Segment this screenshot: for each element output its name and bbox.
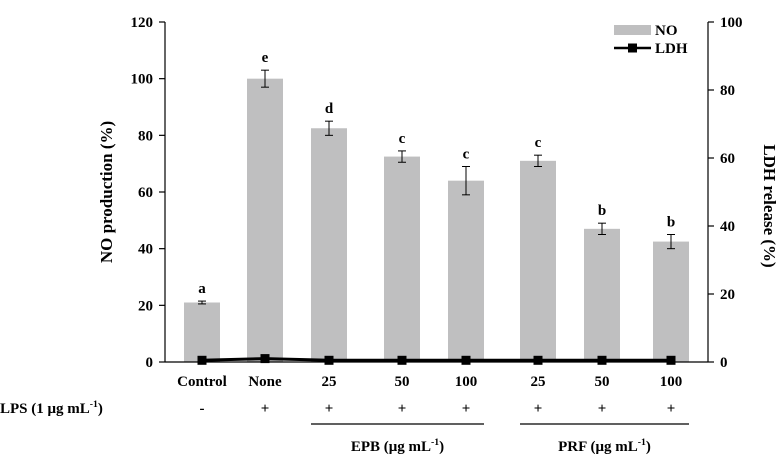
group-label: EPB (μg mL-1) [351, 437, 444, 455]
significance-letter: d [325, 101, 334, 117]
ldh-point [597, 355, 607, 365]
lps-sign: + [534, 401, 543, 417]
right-tick-label: 60 [720, 151, 735, 167]
error-bar [667, 234, 675, 250]
category-label: 50 [395, 374, 410, 390]
error-bar [462, 166, 470, 196]
ldh-point [260, 354, 270, 364]
error-bar [261, 69, 269, 88]
lps-sign: + [261, 401, 270, 417]
category-label: 25 [531, 374, 546, 390]
left-tick-label: 60 [138, 185, 153, 201]
right-tick-label: 20 [720, 287, 735, 303]
error-bar [198, 300, 206, 305]
significance-letter: c [535, 135, 542, 151]
ldh-point [324, 355, 334, 365]
significance-letter: e [262, 50, 269, 66]
y-axis-title: NO production (%) [97, 121, 116, 263]
left-tick-label: 40 [138, 242, 153, 258]
right-tick-label: 80 [720, 83, 735, 99]
lps-sign: + [667, 401, 676, 417]
no-bar [448, 180, 484, 362]
ldh-point [197, 355, 207, 365]
error-bar [398, 150, 406, 163]
no-bar [584, 228, 620, 362]
ldh-point [533, 355, 543, 365]
no-bar [311, 128, 347, 362]
right-tick-label: 40 [720, 219, 735, 235]
right-tick-label: 100 [720, 15, 743, 31]
error-bar [598, 222, 606, 235]
lps-sign: + [398, 401, 407, 417]
lps-sign: + [462, 401, 471, 417]
legend-label-no: NO [655, 23, 678, 39]
significance-letters-layer: a e d c c c b b [198, 50, 675, 297]
error-bars-layer [198, 69, 675, 305]
right-tick-label: 0 [720, 355, 728, 371]
category-label: Control [177, 374, 227, 390]
left-tick-label: 100 [131, 72, 154, 88]
no-bar [520, 160, 556, 362]
lps-sign: + [325, 401, 334, 417]
legend: NO LDH [614, 23, 688, 57]
lps-sign: + [598, 401, 607, 417]
ldh-point [666, 355, 676, 365]
legend-swatch-no [614, 25, 651, 35]
legend-swatch-ldh-marker [628, 43, 637, 53]
ldh-line-layer [197, 354, 676, 365]
axes-layer: 0 20 40 60 80 100 120 0 20 40 60 80 100 NO production… [97, 15, 779, 371]
left-tick-label: 120 [131, 15, 154, 31]
significance-letter: a [198, 281, 206, 297]
category-label: 25 [322, 374, 337, 390]
category-label: 50 [595, 374, 610, 390]
category-label: 100 [455, 374, 478, 390]
bars-layer [184, 78, 689, 363]
significance-letter: c [463, 147, 470, 163]
left-tick-label: 0 [146, 355, 154, 371]
no-bar [184, 302, 220, 362]
category-label: None [248, 374, 282, 390]
ldh-point [397, 355, 407, 365]
lps-row-label: LPS (1 μg mL-1) [0, 399, 103, 417]
ldh-line [201, 357, 671, 362]
significance-letter: b [667, 215, 675, 231]
no-bar [384, 156, 420, 362]
error-bar [534, 154, 542, 167]
left-tick-label: 80 [138, 128, 153, 144]
ldh-point [461, 355, 471, 365]
category-annotations: Control None 25 50 100 25 50 100 LPS (1 μg mL-1)… [0, 374, 689, 455]
category-label: 100 [660, 374, 683, 390]
legend-label-ldh: LDH [655, 41, 688, 57]
y2-axis-title: LDH release (%) [760, 144, 779, 267]
significance-letter: c [399, 131, 406, 147]
significance-letter: b [598, 203, 606, 219]
no-bar [247, 78, 283, 363]
no-bar [653, 241, 689, 362]
lps-sign: - [200, 401, 205, 417]
error-bar [325, 120, 333, 136]
left-tick-label: 20 [138, 298, 153, 314]
group-label: PRF (μg mL-1) [558, 437, 651, 455]
